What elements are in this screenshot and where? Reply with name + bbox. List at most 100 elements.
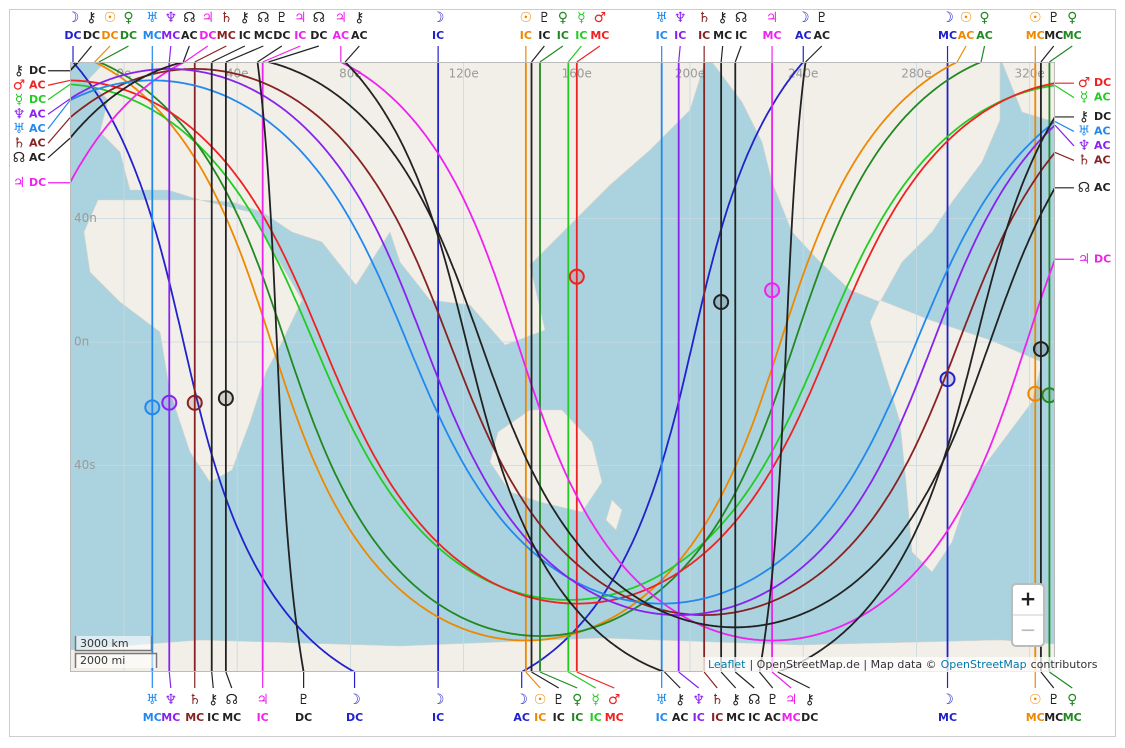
angle-label: DC xyxy=(346,711,363,724)
angle-label: MC xyxy=(726,711,745,724)
line-label: ☽ MC xyxy=(938,672,957,724)
leader-line xyxy=(47,117,71,144)
leader-line xyxy=(47,83,71,101)
lon-label: 120e xyxy=(448,67,478,81)
planet-glyph: ☊ xyxy=(735,10,747,26)
attribution-tail: contributors xyxy=(1031,658,1098,671)
australia xyxy=(489,409,603,513)
planet-glyph: ☊ xyxy=(313,10,325,26)
angle-label: MC xyxy=(185,711,204,724)
line-label: ♂ MC xyxy=(576,671,624,724)
horizon-curve xyxy=(70,68,170,100)
line-label: ☉ MC xyxy=(1026,672,1045,724)
lat-label: 0n xyxy=(74,335,89,349)
planet-glyph: ☿ xyxy=(15,92,24,108)
planet-glyph: ♇ xyxy=(297,692,310,708)
line-label: ♇ AC xyxy=(805,10,830,63)
line-label: ♂ AC xyxy=(13,77,71,93)
planet-glyph: ♅ xyxy=(146,692,159,708)
angle-label: IC xyxy=(698,29,710,42)
osm-link[interactable]: OpenStreetMap xyxy=(941,658,1027,671)
horizon-curve xyxy=(344,62,665,672)
line-label: ⚷ DC xyxy=(14,63,70,79)
map-area[interactable]: 0e40e80e120e160e200e240e280e320e40n0n40s xyxy=(70,62,1056,672)
planet-glyph: ♇ xyxy=(815,10,828,26)
horizon-curve xyxy=(568,84,1055,601)
line-label: ♄ AC xyxy=(13,117,71,151)
angle-label: MC xyxy=(143,29,162,42)
line-label: ☊ IC xyxy=(734,10,747,63)
zenith-marker xyxy=(186,394,203,411)
angle-label: AC xyxy=(29,122,46,135)
line-label: ♅ AC xyxy=(13,99,71,137)
angle-label: IC xyxy=(656,711,668,724)
horizon-curve xyxy=(256,62,305,672)
leader-line xyxy=(734,671,755,689)
leader-line xyxy=(531,671,560,689)
leader-line xyxy=(539,45,564,63)
angle-label: MC xyxy=(1026,711,1045,724)
line-label: ☿ AC xyxy=(1054,85,1111,106)
planet-glyph: ♇ xyxy=(552,692,565,708)
planet-glyph: ☊ xyxy=(257,10,269,26)
eurasia xyxy=(87,62,706,346)
planet-glyph: ♀ xyxy=(1067,692,1077,708)
line-label: ♆ MC xyxy=(161,671,180,724)
horizon-curve xyxy=(151,79,661,605)
leaflet-link[interactable]: Leaflet xyxy=(708,658,746,671)
angle-label: IC xyxy=(432,711,444,724)
scale-km-bar xyxy=(74,636,153,652)
angle-label: MC xyxy=(161,29,180,42)
scale-box xyxy=(75,653,157,668)
line-label: ♀ IC xyxy=(539,10,569,63)
zoom-in[interactable]: + xyxy=(1020,587,1037,611)
planet-glyph: ♄ xyxy=(711,692,724,708)
leader-line xyxy=(184,45,209,63)
planet-glyph: ☊ xyxy=(1078,180,1090,196)
line-label: ♅ MC xyxy=(143,10,162,62)
planet-glyph: ☉ xyxy=(534,692,547,708)
horizon-curve xyxy=(70,79,577,605)
planet-glyph: ☽ xyxy=(941,10,954,26)
zoom-out[interactable]: − xyxy=(1020,618,1037,642)
zenith-marker xyxy=(161,394,178,411)
leader-line xyxy=(567,45,582,63)
line-label: ⚷ DC xyxy=(777,671,818,724)
planet-glyph: ♆ xyxy=(692,692,705,708)
planet-glyph: ♃ xyxy=(13,175,26,191)
line-labels: ☽DC☽DC☽AC☽AC☽IC☽IC☽MC☽MC☉DC☉AC☉IC☉IC☉MC☉… xyxy=(13,10,1112,724)
angle-label: AC xyxy=(181,29,198,42)
angle-label: IC xyxy=(674,29,686,42)
south-america xyxy=(869,299,1043,573)
line-label: ☿ IC xyxy=(567,10,587,63)
line-label: ☽ MC xyxy=(938,10,957,62)
line-label: ☊ AC xyxy=(1055,180,1111,196)
horizon-curve xyxy=(70,68,195,119)
planet-glyph: ☽ xyxy=(432,10,445,26)
line-label: ☊ DC xyxy=(268,10,327,63)
planet-glyph: ♃ xyxy=(785,692,798,708)
angle-label: IC xyxy=(571,711,583,724)
line-label: ☊ AC xyxy=(181,10,198,63)
leader-line xyxy=(47,98,71,115)
line-label: ☉ MC xyxy=(1026,10,1045,62)
attribution-box xyxy=(703,657,1055,672)
planet-glyph: ☊ xyxy=(226,692,238,708)
line-label: ♀ AC xyxy=(976,10,993,63)
map-border xyxy=(70,62,1055,672)
leader-line xyxy=(576,671,615,689)
zenith-marker xyxy=(144,399,161,416)
line-label: ♇ DC xyxy=(257,10,290,63)
line-label: ⚷ DC xyxy=(77,10,100,63)
angle-label: DC xyxy=(29,64,46,77)
planet-glyph: ☊ xyxy=(183,10,195,26)
angle-label: AC xyxy=(764,711,781,724)
leader-line xyxy=(1040,671,1055,689)
angle-label: DC xyxy=(83,29,100,42)
angle-label: AC xyxy=(1094,139,1111,152)
leader-line xyxy=(771,671,792,689)
line-label: ♄ MC xyxy=(194,10,236,63)
angle-label: IC xyxy=(711,711,723,724)
horizon-curve xyxy=(576,82,1055,605)
angle-label: DC xyxy=(64,29,81,42)
